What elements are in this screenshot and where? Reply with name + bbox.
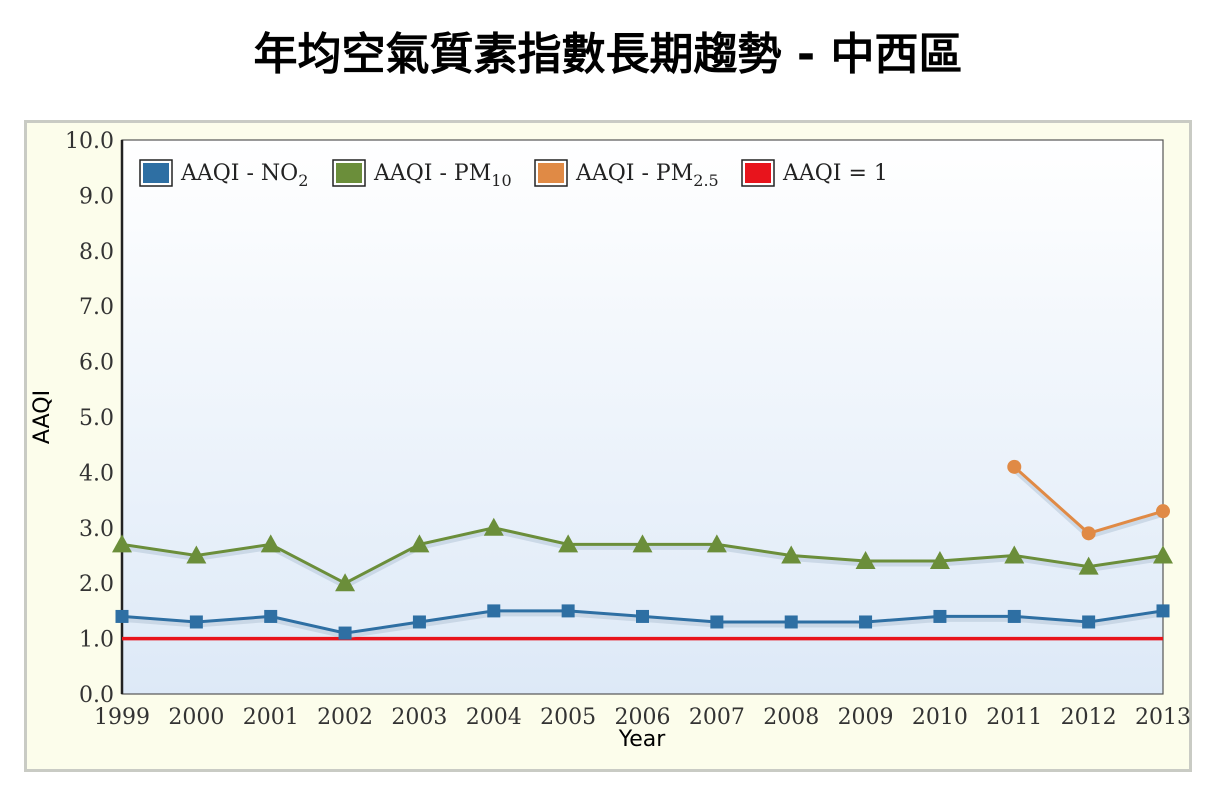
y-axis-title: AAQI xyxy=(30,390,55,444)
data-point xyxy=(558,534,579,553)
y-tick-label: 9.0 xyxy=(79,184,114,209)
legend-label: AAQI - NO2 xyxy=(180,161,308,190)
y-tick-label: 2.0 xyxy=(79,572,114,597)
data-point xyxy=(409,534,430,553)
x-tick-label: 2011 xyxy=(986,705,1042,730)
data-point xyxy=(561,604,575,618)
legend-swatch xyxy=(336,163,362,183)
data-point xyxy=(1007,459,1022,474)
data-point xyxy=(1156,604,1170,618)
data-point xyxy=(483,517,504,536)
x-tick-label: 2009 xyxy=(838,705,894,730)
x-tick-label: 2003 xyxy=(391,705,447,730)
data-point xyxy=(115,609,129,623)
data-point xyxy=(636,609,649,623)
x-tick-label: 2005 xyxy=(540,705,596,730)
y-tick-label: 7.0 xyxy=(79,295,114,320)
legend-label-subscript: 2 xyxy=(298,171,308,190)
data-point xyxy=(264,609,278,623)
data-point xyxy=(859,615,873,629)
x-tick-label: 2013 xyxy=(1135,705,1191,730)
data-point xyxy=(1081,526,1096,541)
x-tick-label: 2010 xyxy=(912,705,968,730)
data-point xyxy=(1156,504,1170,519)
y-tick-label: 8.0 xyxy=(79,240,114,265)
x-axis-title: Year xyxy=(618,727,667,752)
data-point xyxy=(1082,615,1096,629)
y-tick-label: 1.0 xyxy=(79,628,114,653)
x-tick-label: 2001 xyxy=(243,705,299,730)
data-point xyxy=(189,615,203,629)
data-point xyxy=(186,545,207,564)
data-point xyxy=(632,534,653,553)
data-point xyxy=(487,604,501,618)
data-point xyxy=(784,615,798,629)
legend-swatch xyxy=(745,163,771,183)
legend-label-subscript: 2.5 xyxy=(693,171,718,190)
x-tick-label: 2004 xyxy=(466,705,522,730)
data-point xyxy=(260,534,281,553)
page-title: 年均空氣質素指數長期趨勢 - 中西區 xyxy=(253,29,963,80)
legend-label: AAQI - PM10 xyxy=(373,161,512,190)
data-point xyxy=(112,534,132,553)
data-point xyxy=(335,573,356,592)
x-tick-label: 2006 xyxy=(615,705,671,730)
data-point xyxy=(412,615,426,629)
legend-label: AAQI = 1 xyxy=(782,161,888,186)
plot-area xyxy=(121,139,1164,695)
legend-label-subscript: 10 xyxy=(491,171,511,190)
legend-swatch xyxy=(538,163,564,183)
data-point xyxy=(781,545,802,564)
x-tick-label: 2008 xyxy=(763,705,819,730)
x-tick-label: 2007 xyxy=(689,705,745,730)
y-tick-label: 6.0 xyxy=(79,351,114,376)
y-tick-label: 5.0 xyxy=(79,406,114,431)
legend-label: AAQI - PM2.5 xyxy=(575,161,719,190)
data-point xyxy=(855,551,876,570)
data-point xyxy=(933,609,947,623)
legend-swatch xyxy=(143,163,169,183)
y-tick-label: 10.0 xyxy=(65,129,114,154)
x-tick-label: 2002 xyxy=(317,705,373,730)
y-tick-label: 0.0 xyxy=(79,683,114,708)
data-point xyxy=(710,615,724,629)
y-tick-label: 3.0 xyxy=(79,517,114,542)
data-point xyxy=(1078,556,1099,575)
data-point xyxy=(1153,545,1173,564)
x-tick-label: 2000 xyxy=(168,705,224,730)
x-tick-label: 1999 xyxy=(94,705,150,730)
data-point xyxy=(338,626,352,640)
data-point xyxy=(929,551,950,570)
x-tick-label: 2012 xyxy=(1061,705,1117,730)
data-point xyxy=(1007,609,1021,623)
y-tick-label: 4.0 xyxy=(79,461,114,486)
data-point xyxy=(706,534,727,553)
data-point xyxy=(1004,545,1025,564)
